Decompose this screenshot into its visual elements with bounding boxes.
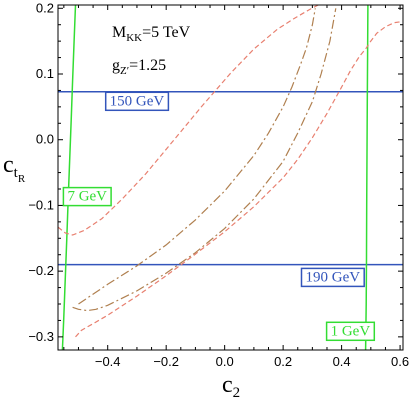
series-label-text: 1 GeV (331, 323, 371, 339)
series-label-1: 190 GeV (300, 267, 365, 288)
series-label-text: 190 GeV (306, 269, 361, 285)
series-labels-layer: 150 GeV 190 GeV 7 GeV 1 GeV (62, 91, 376, 342)
curves-layer (58, 5, 403, 350)
series-label-text: 7 GeV (67, 189, 107, 205)
y-axis-sub: t (14, 165, 19, 181)
series-label-box (62, 186, 112, 207)
series-label-box (104, 91, 170, 112)
series-label-text: 150 GeV (110, 93, 165, 109)
mkk-main: M (112, 24, 126, 41)
x-tick-label: −0.4 (95, 354, 121, 369)
y-tick-label: −0.3 (28, 329, 54, 344)
x-tick-label: 0.2 (274, 354, 292, 369)
series-label-3: 1 GeV (325, 321, 376, 342)
series-label-0: 150 GeV (104, 91, 170, 112)
series-line-5 (75, 20, 403, 338)
series-line-3 (364, 5, 369, 350)
series-line-6 (78, 8, 316, 305)
y-axis-main: c (3, 152, 14, 178)
x-tick-label: 0.6 (391, 354, 409, 369)
y-tick-label: 0.0 (36, 132, 54, 147)
y-tick-label: −0.2 (28, 263, 54, 278)
x-axis-main: c (222, 372, 233, 398)
x-tick-label: −0.2 (153, 354, 179, 369)
mkk-sub: KK (126, 32, 142, 44)
series-label-box (325, 321, 376, 342)
ticks-layer: −0.4 −0.2 0.0 0.2 0.4 0.6 −0.3 −0.2 −0.1 0.0 0.1 0.… (28, 0, 409, 369)
series-line-7 (72, 8, 337, 312)
y-axis-title: ctR (3, 152, 26, 185)
gz-rest: =1.25 (129, 57, 166, 74)
y-tick-label: 0.1 (36, 66, 54, 81)
mkk-annotation: MKK=5 TeV (112, 24, 191, 44)
mkk-rest: =5 TeV (142, 24, 190, 41)
gz-sub: Z′ (120, 65, 129, 77)
x-axis-title: c2 (222, 372, 240, 401)
series-line-2 (61, 5, 77, 350)
x-axis-sub: 2 (233, 385, 241, 401)
x-tick-label: 0.4 (333, 354, 351, 369)
series-line-4 (58, 5, 319, 236)
y-tick-label: −0.1 (28, 197, 54, 212)
series-label-2: 7 GeV (62, 186, 112, 207)
gz-main: g (112, 57, 120, 74)
x-tick-label: 0.0 (216, 354, 234, 369)
gz-annotation: gZ′=1.25 (112, 57, 166, 77)
y-tick-label: 0.2 (36, 0, 54, 15)
y-axis-subsub: R (18, 173, 26, 185)
series-label-box (300, 267, 365, 288)
plot-frame (57, 4, 404, 351)
